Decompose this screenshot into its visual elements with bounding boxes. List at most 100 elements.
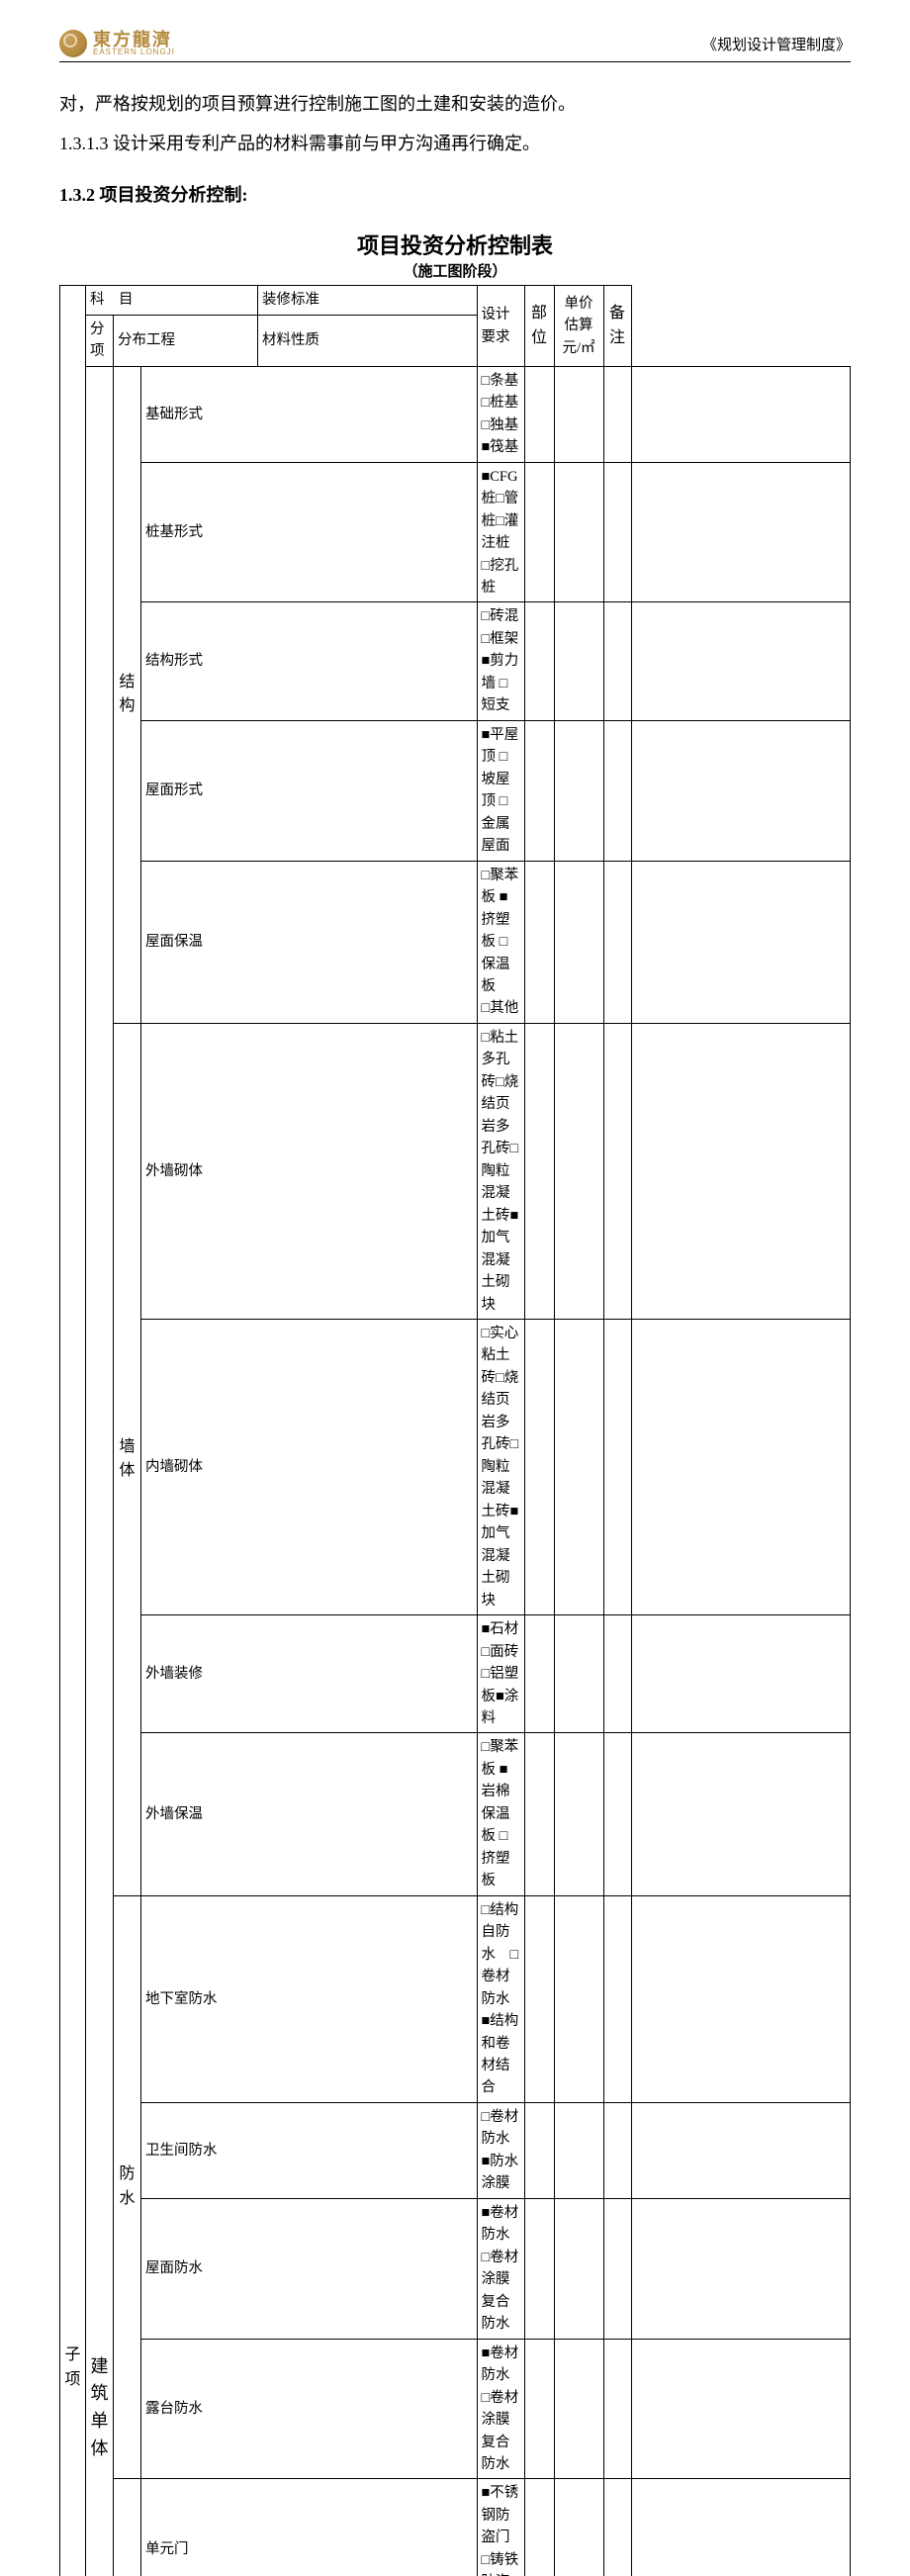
category-cell: 门窗 — [114, 2479, 141, 2576]
req-cell — [524, 720, 554, 861]
price-cell — [603, 2339, 631, 2479]
col-header: 部位 — [524, 286, 554, 366]
price-cell — [603, 861, 631, 1023]
table-row: 卫生间防水□卷材防水 ■防水涂膜 — [60, 2102, 851, 2198]
col-header: 材料性质 — [258, 315, 478, 366]
table-row: 子项科 目装修标准设计要求部位单价估算元/㎡备注 — [60, 286, 851, 315]
col-header: 科 目 — [86, 286, 258, 315]
item-cell: 外墙砌体 — [141, 1023, 478, 1319]
table-row: 屋面防水■卷材防水 □卷材涂膜复合防水 — [60, 2198, 851, 2339]
material-cell: ■石材□面砖 □铝塑板■涂料 — [477, 1615, 524, 1733]
item-cell: 结构形式 — [141, 602, 478, 720]
note-cell — [631, 1615, 851, 1733]
table-row: 桩基形式■CFG 桩□管桩□灌注桩 □挖孔桩 — [60, 462, 851, 602]
table-row: 露台防水■卷材防水 □卷材涂膜复合防水 — [60, 2339, 851, 2479]
note-cell — [631, 1895, 851, 2102]
price-cell — [603, 1895, 631, 2102]
price-cell — [603, 2102, 631, 2198]
pos-cell — [554, 2102, 603, 2198]
logo-icon — [59, 30, 87, 57]
material-cell: ■卷材防水 □卷材涂膜复合防水 — [477, 2339, 524, 2479]
note-cell — [631, 462, 851, 602]
price-cell — [603, 366, 631, 462]
note-cell — [631, 1733, 851, 1895]
req-cell — [524, 1733, 554, 1895]
col-header: 设计要求 — [477, 286, 524, 366]
table-row: 分项分布工程材料性质 — [60, 315, 851, 366]
material-cell: □条基 □桩基 □独基 ■筏基 — [477, 366, 524, 462]
req-cell — [524, 2102, 554, 2198]
pos-cell — [554, 462, 603, 602]
note-cell — [631, 2339, 851, 2479]
table-row: 结构形式□砖混 □框架 ■剪力墙 □短支 — [60, 602, 851, 720]
col-header: 分项 — [86, 315, 114, 366]
col-header: 装修标准 — [258, 286, 478, 315]
table-row: 屋面形式■平屋顶 □坡屋顶 □金属屋面 — [60, 720, 851, 861]
item-cell: 外墙保温 — [141, 1733, 478, 1895]
note-cell — [631, 2479, 851, 2576]
item-cell: 地下室防水 — [141, 1895, 478, 2102]
logo-text-cn: 東方龍濟 — [93, 31, 175, 48]
item-cell: 内墙砌体 — [141, 1320, 478, 1615]
pos-cell — [554, 2339, 603, 2479]
table-row: 外墙装修■石材□面砖 □铝塑板■涂料 — [60, 1615, 851, 1733]
pos-cell — [554, 602, 603, 720]
pos-cell — [554, 1320, 603, 1615]
item-cell: 卫生间防水 — [141, 2102, 478, 2198]
section-heading-132: 1.3.2 项目投资分析控制: — [59, 179, 851, 211]
req-cell — [524, 1895, 554, 2102]
note-cell — [631, 1320, 851, 1615]
doc-title: 《规划设计管理制度》 — [702, 34, 851, 54]
category-cell: 墙体 — [114, 1023, 141, 1895]
req-cell — [524, 602, 554, 720]
item-cell: 屋面形式 — [141, 720, 478, 861]
category-cell: 备注 — [603, 286, 631, 366]
material-cell: ■卷材防水 □卷材涂膜复合防水 — [477, 2198, 524, 2339]
pos-cell — [554, 1733, 603, 1895]
item-cell: 外墙装修 — [141, 1615, 478, 1733]
pos-cell — [554, 366, 603, 462]
material-cell: □粘土多孔砖□烧结页岩多孔砖□陶粒混凝土砖■加气混凝土砌块 — [477, 1023, 524, 1319]
item-cell: 屋面防水 — [141, 2198, 478, 2339]
table-row: 墙体外墙砌体□粘土多孔砖□烧结页岩多孔砖□陶粒混凝土砖■加气混凝土砌块 — [60, 1023, 851, 1319]
note-cell — [631, 1023, 851, 1319]
material-cell: □聚苯板 ■岩棉保温板 □挤塑板 — [477, 1733, 524, 1895]
price-cell — [603, 720, 631, 861]
note-cell — [631, 602, 851, 720]
item-cell: 露台防水 — [141, 2339, 478, 2479]
item-cell: 桩基形式 — [141, 462, 478, 602]
material-cell: ■CFG 桩□管桩□灌注桩 □挖孔桩 — [477, 462, 524, 602]
pos-cell — [554, 1023, 603, 1319]
req-cell — [524, 2198, 554, 2339]
pos-cell — [554, 1895, 603, 2102]
table-row: 内墙砌体□实心粘土砖□烧结页岩多孔砖□陶粒混凝土砖■加气混凝土砌块 — [60, 1320, 851, 1615]
category-cell: 防水 — [114, 1895, 141, 2479]
price-cell — [603, 2479, 631, 2576]
logo: 東方龍濟 EASTERN LONGJI — [59, 30, 175, 57]
note-cell — [631, 2198, 851, 2339]
price-cell — [603, 1023, 631, 1319]
item-cell: 基础形式 — [141, 366, 478, 462]
material-cell: □聚苯板 ■挤塑板 □保温板□其他 — [477, 861, 524, 1023]
material-cell: □卷材防水 ■防水涂膜 — [477, 2102, 524, 2198]
table-title: 项目投资分析控制表 — [59, 229, 851, 260]
note-cell — [631, 366, 851, 462]
table-row: 建筑单体结构基础形式□条基 □桩基 □独基 ■筏基 — [60, 366, 851, 462]
paragraph-continuation: 对，严格按规划的项目预算进行控制施工图的土建和安装的造价。 — [59, 86, 851, 122]
item-cell: 屋面保温 — [141, 861, 478, 1023]
material-cell: ■不锈钢防盗门 □铸铁防盗门 — [477, 2479, 524, 2576]
pos-cell — [554, 2198, 603, 2339]
req-cell — [524, 366, 554, 462]
logo-text-en: EASTERN LONGJI — [93, 48, 175, 56]
req-cell — [524, 2339, 554, 2479]
table-row: 防水地下室防水□结构自防水 □卷材防水■结构和卷材结合 — [60, 1895, 851, 2102]
material-cell: ■平屋顶 □坡屋顶 □金属屋面 — [477, 720, 524, 861]
col-header: 单价估算元/㎡ — [554, 286, 603, 366]
req-cell — [524, 462, 554, 602]
material-cell: □结构自防水 □卷材防水■结构和卷材结合 — [477, 1895, 524, 2102]
price-cell — [603, 462, 631, 602]
pos-cell — [554, 861, 603, 1023]
investment-control-table: 子项科 目装修标准设计要求部位单价估算元/㎡备注分项分布工程材料性质建筑单体结构… — [59, 285, 851, 2576]
table-row: 外墙保温□聚苯板 ■岩棉保温板 □挤塑板 — [60, 1733, 851, 1895]
req-cell — [524, 1023, 554, 1319]
